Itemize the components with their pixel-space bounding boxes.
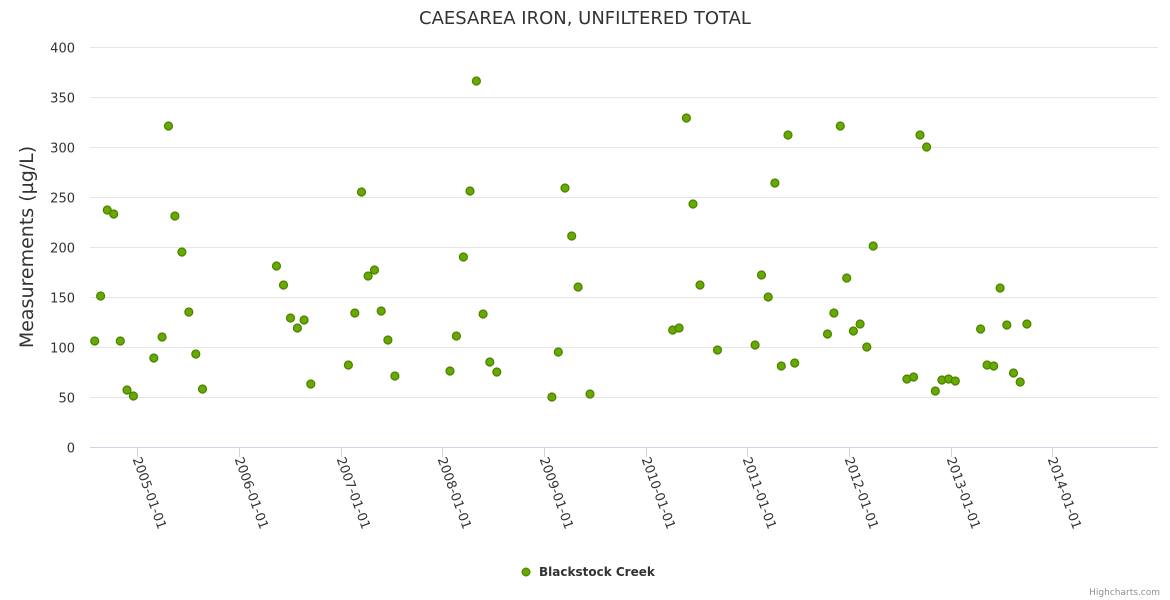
data-point[interactable]	[492, 367, 502, 377]
data-point[interactable]	[197, 384, 208, 394]
y-tick-labels: 0 50 100 150 200 250 300 350 400	[50, 42, 75, 457]
data-point[interactable]	[465, 186, 475, 196]
data-point[interactable]	[868, 241, 878, 251]
data-point[interactable]	[842, 273, 852, 283]
data-point[interactable]	[674, 323, 684, 333]
data-point[interactable]	[908, 372, 919, 382]
data-point[interactable]	[862, 342, 872, 352]
data-point[interactable]	[115, 336, 125, 346]
data-point[interactable]	[102, 205, 112, 215]
data-point[interactable]	[930, 386, 940, 396]
data-point[interactable]	[299, 315, 309, 325]
y-tick-label-400: 400	[50, 42, 75, 57]
data-point[interactable]	[790, 358, 800, 368]
highcharts-credits[interactable]: Highcharts.com	[1089, 588, 1160, 598]
scatter-series-blackstock-creek	[90, 76, 1032, 402]
data-point[interactable]	[756, 270, 767, 280]
data-point[interactable]	[573, 282, 583, 292]
data-point[interactable]	[585, 389, 595, 399]
data-point[interactable]	[350, 308, 360, 318]
y-tick-label-100: 100	[50, 342, 75, 357]
y-tick-label-150: 150	[50, 292, 75, 307]
data-point[interactable]	[950, 376, 960, 386]
data-point[interactable]	[122, 385, 132, 395]
y-tick-label-200: 200	[50, 242, 75, 257]
data-point[interactable]	[1022, 319, 1032, 329]
data-point[interactable]	[560, 183, 570, 193]
data-point[interactable]	[451, 331, 461, 341]
data-point[interactable]	[567, 231, 577, 241]
data-point[interactable]	[478, 309, 488, 319]
data-point[interactable]	[712, 345, 723, 355]
data-point[interactable]	[95, 291, 106, 301]
data-point[interactable]	[1015, 377, 1025, 387]
data-point[interactable]	[306, 379, 316, 389]
y-tick-label-50: 50	[58, 392, 75, 407]
data-point[interactable]	[848, 326, 859, 336]
data-point[interactable]	[829, 308, 839, 318]
data-point[interactable]	[278, 280, 289, 290]
y-tick-label-300: 300	[50, 142, 75, 157]
data-point[interactable]	[445, 366, 455, 376]
data-point[interactable]	[390, 371, 400, 381]
data-point[interactable]	[688, 199, 698, 209]
data-point[interactable]	[485, 357, 495, 367]
data-point[interactable]	[157, 332, 167, 342]
data-point[interactable]	[128, 391, 138, 401]
data-point[interactable]	[149, 353, 159, 363]
data-point[interactable]	[915, 130, 925, 140]
data-point[interactable]	[184, 307, 194, 317]
data-point[interactable]	[695, 280, 705, 290]
legend[interactable]: Blackstock Creek	[521, 565, 656, 579]
data-point[interactable]	[285, 313, 296, 323]
x-tick-marks	[137, 447, 1053, 457]
y-tick-label-350: 350	[50, 92, 75, 107]
data-point[interactable]	[383, 335, 393, 345]
data-point[interactable]	[376, 306, 386, 316]
data-point[interactable]	[271, 261, 282, 271]
data-point[interactable]	[343, 360, 353, 370]
data-point[interactable]	[995, 283, 1005, 293]
data-point[interactable]	[776, 361, 786, 371]
data-point[interactable]	[681, 113, 692, 123]
data-point[interactable]	[921, 142, 932, 152]
legend-marker	[521, 567, 531, 577]
chart-title: CAESAREA IRON, UNFILTERED TOTAL	[419, 8, 751, 29]
data-point[interactable]	[356, 187, 367, 197]
data-point[interactable]	[989, 361, 999, 371]
data-point[interactable]	[855, 319, 865, 329]
data-point[interactable]	[770, 178, 780, 188]
data-point[interactable]	[191, 349, 201, 359]
data-point[interactable]	[1002, 320, 1012, 330]
legend-label-blackstock-creek[interactable]: Blackstock Creek	[539, 565, 656, 579]
data-point[interactable]	[750, 340, 760, 350]
data-point[interactable]	[471, 76, 481, 86]
data-point[interactable]	[553, 347, 563, 357]
y-tick-label-250: 250	[50, 192, 75, 207]
data-point[interactable]	[163, 121, 174, 131]
data-point[interactable]	[363, 271, 373, 281]
data-point[interactable]	[292, 323, 302, 333]
data-point[interactable]	[1008, 368, 1019, 378]
data-point[interactable]	[109, 209, 119, 219]
data-point[interactable]	[177, 247, 187, 257]
data-point[interactable]	[547, 392, 557, 402]
y-tick-label-0: 0	[67, 442, 75, 457]
data-point[interactable]	[783, 130, 793, 140]
y-axis-title: Measurements (µg/L)	[16, 146, 38, 348]
y-gridlines	[90, 47, 1158, 398]
data-point[interactable]	[369, 265, 380, 275]
data-point[interactable]	[975, 324, 986, 334]
data-point[interactable]	[90, 336, 100, 346]
data-point[interactable]	[458, 252, 468, 262]
data-point[interactable]	[835, 121, 845, 131]
data-point[interactable]	[170, 211, 180, 221]
data-point[interactable]	[822, 329, 833, 339]
data-point[interactable]	[763, 292, 773, 302]
